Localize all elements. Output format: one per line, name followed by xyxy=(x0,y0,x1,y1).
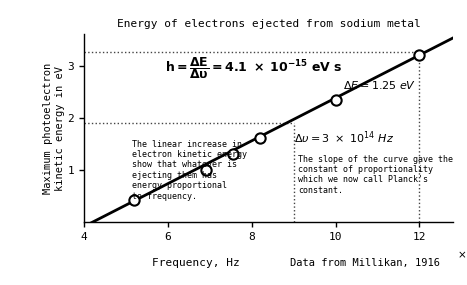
Point xyxy=(256,135,264,140)
Point xyxy=(229,152,237,157)
Point xyxy=(202,168,209,172)
Point xyxy=(416,53,423,57)
Text: Data from Millikan, 1916: Data from Millikan, 1916 xyxy=(290,258,439,268)
Title: Energy of electrons ejected from sodium metal: Energy of electrons ejected from sodium … xyxy=(117,19,420,29)
Point xyxy=(332,97,340,102)
Text: $\mathbf{h = \dfrac{\Delta E}{\Delta\upsilon} = 4.1\ \times\ 10^{-15}\ eV\ s}$: $\mathbf{h = \dfrac{\Delta E}{\Delta\ups… xyxy=(165,55,343,81)
Text: Frequency, Hz: Frequency, Hz xyxy=(152,258,240,268)
Text: The linear increase in
electron kinetic energy
show that whatever is
ejecting th: The linear increase in electron kinetic … xyxy=(132,140,247,201)
Text: $\Delta\upsilon = 3\ \times\ 10^{14}\ Hz$: $\Delta\upsilon = 3\ \times\ 10^{14}\ Hz… xyxy=(294,129,395,146)
Text: The slope of the curve gave the
constant of proportionality
which we now call Pl: The slope of the curve gave the constant… xyxy=(298,154,453,195)
Point xyxy=(131,198,138,203)
Text: $\Delta E = 1.25\ eV$: $\Delta E = 1.25\ eV$ xyxy=(343,79,416,91)
Text: $\times 10^{14}$: $\times 10^{14}$ xyxy=(457,247,467,261)
Y-axis label: Maximum photoelectron
kinetic energy in eV: Maximum photoelectron kinetic energy in … xyxy=(43,63,65,194)
